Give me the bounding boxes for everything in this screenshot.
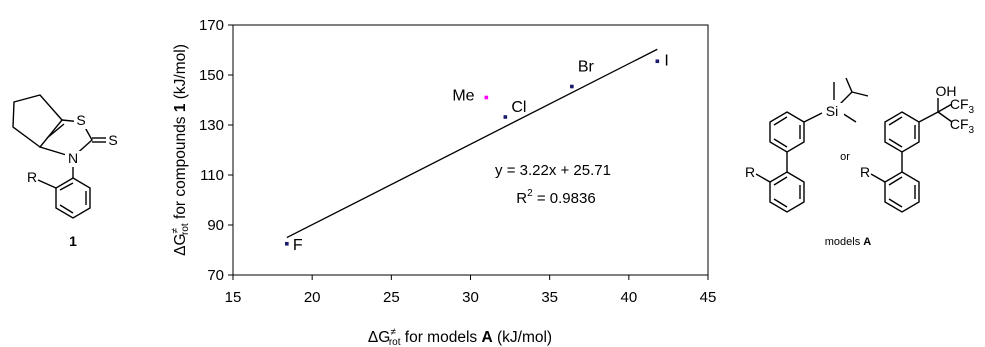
ring-bond — [888, 198, 903, 208]
data-point-i — [655, 59, 660, 64]
data-point-label-f: F — [293, 237, 303, 254]
aryl-carbinol-bond — [918, 111, 939, 123]
compound-1-structure — [12, 94, 107, 219]
isopropyl-group — [839, 77, 869, 105]
r-squared-value: R2 = 0.9836 — [516, 188, 595, 207]
c-cf3-bond-1 — [937, 103, 953, 113]
ring-bond — [773, 198, 788, 208]
lower-phenyl-ring-2 — [884, 171, 920, 213]
x-tick-label: 30 — [462, 289, 479, 306]
x-tick-label: 35 — [541, 289, 558, 306]
r-substituent-bond — [755, 173, 771, 183]
aryl-si-bond — [803, 112, 823, 123]
trifluoromethyl-label-2: CF3 — [950, 116, 975, 136]
ring-bond — [773, 116, 788, 126]
y-tick-label: 70 — [207, 267, 224, 284]
hydroxyl-label: OH — [936, 83, 957, 99]
trifluoromethyl-label-1: CF3 — [950, 96, 975, 116]
silicon-atom: Si — [826, 103, 838, 119]
x-tick-label: 15 — [225, 289, 242, 306]
data-point-label-br: Br — [578, 59, 595, 76]
ring-bond — [773, 138, 788, 148]
x-axis-title: ΔG≠ rot for models A (kJ/mol) — [368, 327, 552, 347]
data-point-f — [285, 241, 289, 246]
regression-line — [286, 48, 658, 239]
r-substituent-bond — [37, 179, 57, 189]
compound-1-atom-labels: S S N R 1 — [27, 112, 120, 249]
data-point-cl — [503, 115, 508, 119]
x-axis: 15 20 25 30 35 40 45 — [225, 275, 717, 306]
y-tick-label: 90 — [207, 217, 224, 234]
y-tick-label: 150 — [199, 67, 224, 84]
ring-bond — [888, 176, 903, 186]
model-atom-labels: Si R R OH CF3 CF3 or models A — [745, 83, 975, 248]
regression-equation: y = 3.22x + 25.71 — [495, 162, 611, 179]
data-point-label-cl: Cl — [511, 99, 526, 116]
ring-bond — [888, 138, 903, 148]
scatter-chart: 70 90 110 130 150 170 15 20 25 30 35 40 45 F Me Cl Br I… — [170, 17, 716, 347]
phenyl-inner-bond-3 — [59, 182, 74, 191]
y-axis-title: ΔG≠rot for compounds 1 (kJ/mol) — [170, 44, 191, 256]
r-group-label: R — [27, 169, 37, 185]
compound-number-label: 1 — [69, 233, 77, 249]
plot-area-frame — [232, 24, 709, 276]
cyclopentane-ring — [12, 94, 63, 148]
ring-double-bond — [46, 123, 65, 139]
lower-phenyl-ring-1 — [769, 171, 805, 213]
nitrogen-atom: N — [68, 150, 78, 166]
data-point-br — [570, 84, 574, 89]
si-methyl-bond-down — [841, 112, 857, 123]
silyl-biphenyl-model-structure — [755, 77, 869, 213]
x-tick-label: 25 — [383, 289, 400, 306]
models-a-caption: models A — [825, 236, 872, 248]
y-tick-label: 130 — [199, 117, 224, 134]
r-group-label-1: R — [745, 164, 755, 180]
data-point-me — [484, 95, 489, 100]
data-point-label-i: I — [664, 52, 668, 69]
sulfur-thione-atom: S — [108, 132, 117, 148]
x-tick-label: 20 — [304, 289, 321, 306]
ring-bond — [888, 116, 903, 126]
c-cf3-bond-2 — [937, 111, 953, 123]
phenyl-ring — [55, 177, 91, 219]
x-tick-label: 40 — [620, 289, 637, 306]
upper-phenyl-ring-2 — [884, 111, 920, 153]
or-conjunction-label: or — [840, 151, 850, 163]
y-axis: 70 90 110 130 150 170 — [199, 17, 233, 284]
r-group-label-2: R — [860, 164, 870, 180]
sulfur-ring-atom: S — [76, 112, 85, 128]
phenyl-inner-bond-2 — [59, 204, 74, 214]
carbinol-biphenyl-model-structure — [870, 98, 953, 213]
data-points: F Me Cl Br I — [285, 52, 669, 254]
upper-phenyl-ring-1 — [769, 111, 805, 153]
y-tick-label: 110 — [200, 167, 224, 184]
r-substituent-bond — [870, 173, 886, 183]
ring-bond — [773, 176, 788, 186]
x-tick-label: 45 — [700, 289, 717, 306]
y-tick-label: 170 — [199, 17, 224, 34]
data-point-label-me: Me — [452, 88, 474, 105]
